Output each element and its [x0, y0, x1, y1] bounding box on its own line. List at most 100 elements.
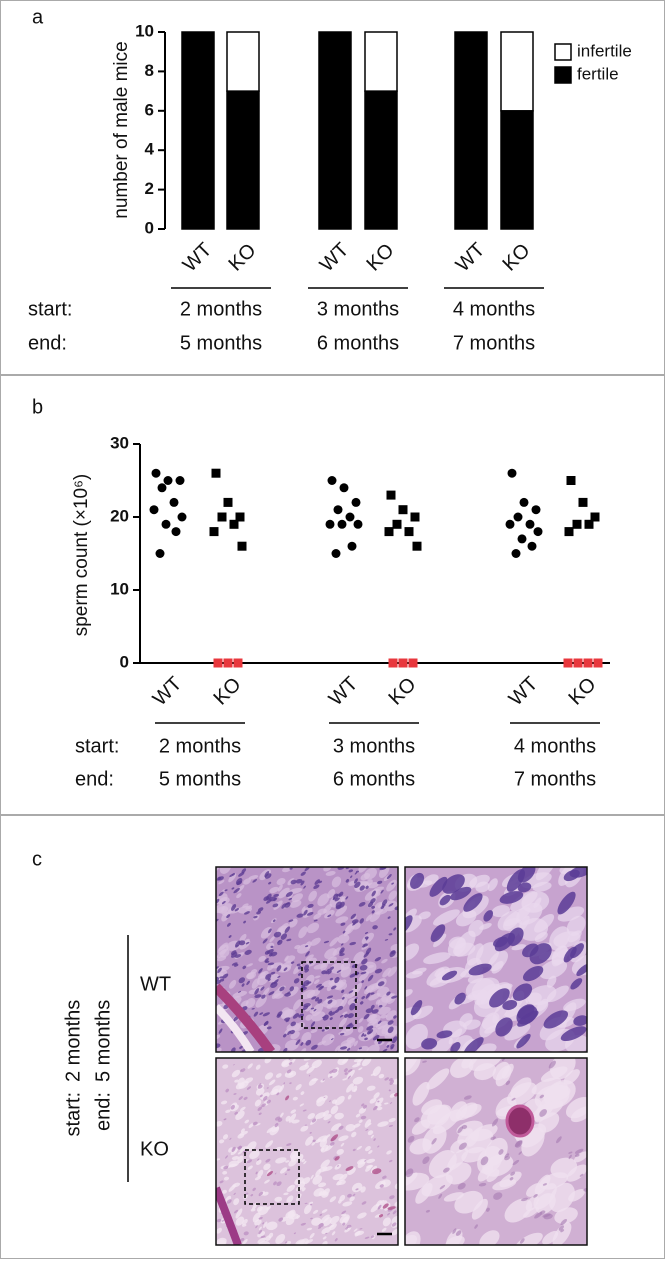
cell: [334, 1045, 341, 1052]
cell: [308, 1074, 311, 1077]
condition: end: 5 months: [92, 1000, 114, 1131]
cell: [443, 1167, 450, 1173]
cell: [326, 985, 332, 992]
point: [177, 512, 187, 522]
cell: [313, 884, 320, 890]
cell: [304, 1202, 308, 1205]
cell: [256, 910, 261, 915]
y-tick-label: 20: [110, 506, 129, 525]
cell: [388, 1124, 393, 1127]
cell: [222, 1064, 229, 1069]
cell: [323, 940, 330, 944]
cell: [313, 1008, 317, 1012]
cell: [229, 979, 237, 989]
cell: [306, 1227, 313, 1231]
cell: [525, 992, 542, 1006]
x-tick-label: KO: [209, 673, 245, 709]
group-start: 4 months: [514, 735, 596, 757]
point: [351, 497, 361, 507]
cell: [405, 1172, 430, 1191]
cell: [366, 1158, 376, 1164]
cell: [256, 975, 268, 986]
cell: [436, 1030, 453, 1039]
cell: [522, 966, 544, 982]
cell: [329, 977, 334, 981]
cell: [305, 951, 310, 957]
cell: [267, 962, 275, 966]
cell: [343, 1068, 348, 1073]
cell: [370, 1235, 375, 1239]
cell: [223, 1165, 229, 1170]
cell: [359, 1001, 364, 1005]
cell: [487, 878, 498, 892]
bar-segment: [500, 31, 534, 112]
cell: [246, 1159, 253, 1164]
point: [353, 519, 363, 529]
cell: [334, 897, 340, 902]
cell: [323, 867, 332, 872]
point: [388, 658, 398, 668]
cell: [389, 1195, 395, 1200]
point: [345, 512, 355, 522]
cell: [505, 1080, 511, 1086]
cell: [356, 1145, 362, 1150]
cell: [258, 955, 266, 962]
cell: [554, 1207, 578, 1224]
cell: [502, 1058, 506, 1062]
cell: [505, 1104, 535, 1138]
cell: [388, 1117, 396, 1123]
cell: [512, 1159, 520, 1166]
cell: [324, 948, 337, 960]
cell: [521, 1197, 528, 1202]
cell: [216, 1121, 223, 1127]
cell: [311, 1044, 318, 1050]
cell: [533, 1183, 557, 1210]
cell: [517, 1004, 535, 1020]
cell: [441, 970, 458, 981]
cell: [372, 925, 378, 930]
cell: [345, 896, 349, 900]
cell: [295, 1039, 301, 1046]
cell: [322, 1110, 330, 1117]
row-label: KO: [140, 1138, 169, 1160]
cell: [263, 1020, 269, 1026]
cell: [365, 885, 369, 889]
micrograph: [216, 1058, 398, 1245]
cell: [341, 1210, 347, 1215]
cell: [278, 887, 290, 899]
cell: [320, 1147, 325, 1152]
cell: [442, 874, 465, 894]
cell: [330, 1134, 339, 1142]
cell: [223, 1176, 230, 1181]
cell: [328, 1224, 335, 1229]
cell: [287, 1030, 292, 1036]
cell: [358, 1067, 363, 1071]
cell: [283, 967, 288, 972]
cell: [229, 874, 234, 877]
cell: [370, 1134, 374, 1139]
cell: [384, 1102, 389, 1105]
cell: [330, 1105, 339, 1115]
cell: [407, 1135, 415, 1143]
cell: [448, 936, 466, 949]
cell: [303, 885, 306, 889]
cell: [246, 980, 250, 986]
cell: [230, 1047, 236, 1052]
point: [229, 519, 239, 529]
cell: [264, 1058, 272, 1064]
cell: [295, 879, 303, 884]
cell: [489, 988, 510, 1008]
cell: [366, 1027, 378, 1039]
cell: [450, 1058, 474, 1078]
cell: [317, 893, 330, 907]
cell: [295, 1083, 302, 1091]
cell: [367, 882, 379, 889]
cell: [381, 1227, 387, 1232]
cell: [245, 997, 256, 1008]
cell: [361, 1033, 365, 1037]
cell: [340, 950, 343, 953]
cell: [357, 1159, 366, 1169]
cell: [218, 897, 230, 905]
cell: [360, 971, 367, 975]
cell: [255, 995, 267, 1008]
